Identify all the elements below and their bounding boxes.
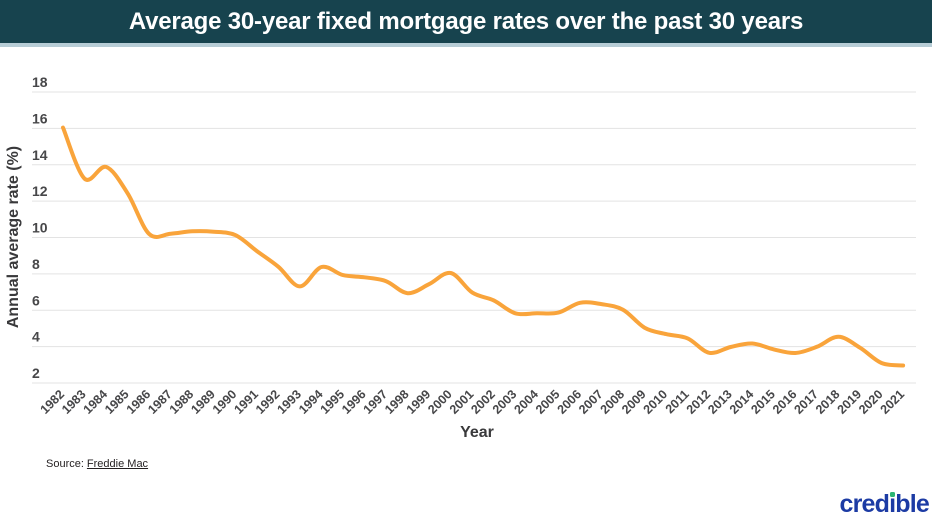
rate-line-series xyxy=(61,125,906,368)
logo-letter-i: ı xyxy=(889,490,896,518)
y-tick-label: 6 xyxy=(32,292,40,308)
y-tick-label: 16 xyxy=(32,110,48,126)
logo-green-dot xyxy=(889,492,895,497)
y-tick-label: 10 xyxy=(32,220,48,236)
y-tick-label: 12 xyxy=(32,183,48,199)
credible-logo: credı ble xyxy=(839,490,930,519)
y-tick-label: 2 xyxy=(32,365,40,381)
source-prefix-label: Source: xyxy=(46,458,84,470)
y-tick-label: 4 xyxy=(32,329,40,345)
y-tick-label: 18 xyxy=(32,74,48,90)
y-tick-label: 14 xyxy=(32,147,48,163)
y-tick-label: 8 xyxy=(32,256,40,272)
chart-title: Average 30-year fixed mortgage rates ove… xyxy=(128,7,804,35)
mortgage-rate-line-chart: 2468101214161819821983198419851986198719… xyxy=(5,74,916,441)
y-axis-title: Annual average rate (%) xyxy=(5,146,22,328)
x-axis-title: Year xyxy=(460,424,494,441)
x-tick-label: 2021 xyxy=(878,387,908,417)
chart-title-bar: Average 30-year fixed mortgage rates ove… xyxy=(0,0,932,47)
source-attribution: Source: Freddie Mac xyxy=(46,458,148,470)
credible-logo-text: credı ble xyxy=(839,490,930,518)
source-link-freddie-mac[interactable]: Freddie Mac xyxy=(86,458,149,470)
